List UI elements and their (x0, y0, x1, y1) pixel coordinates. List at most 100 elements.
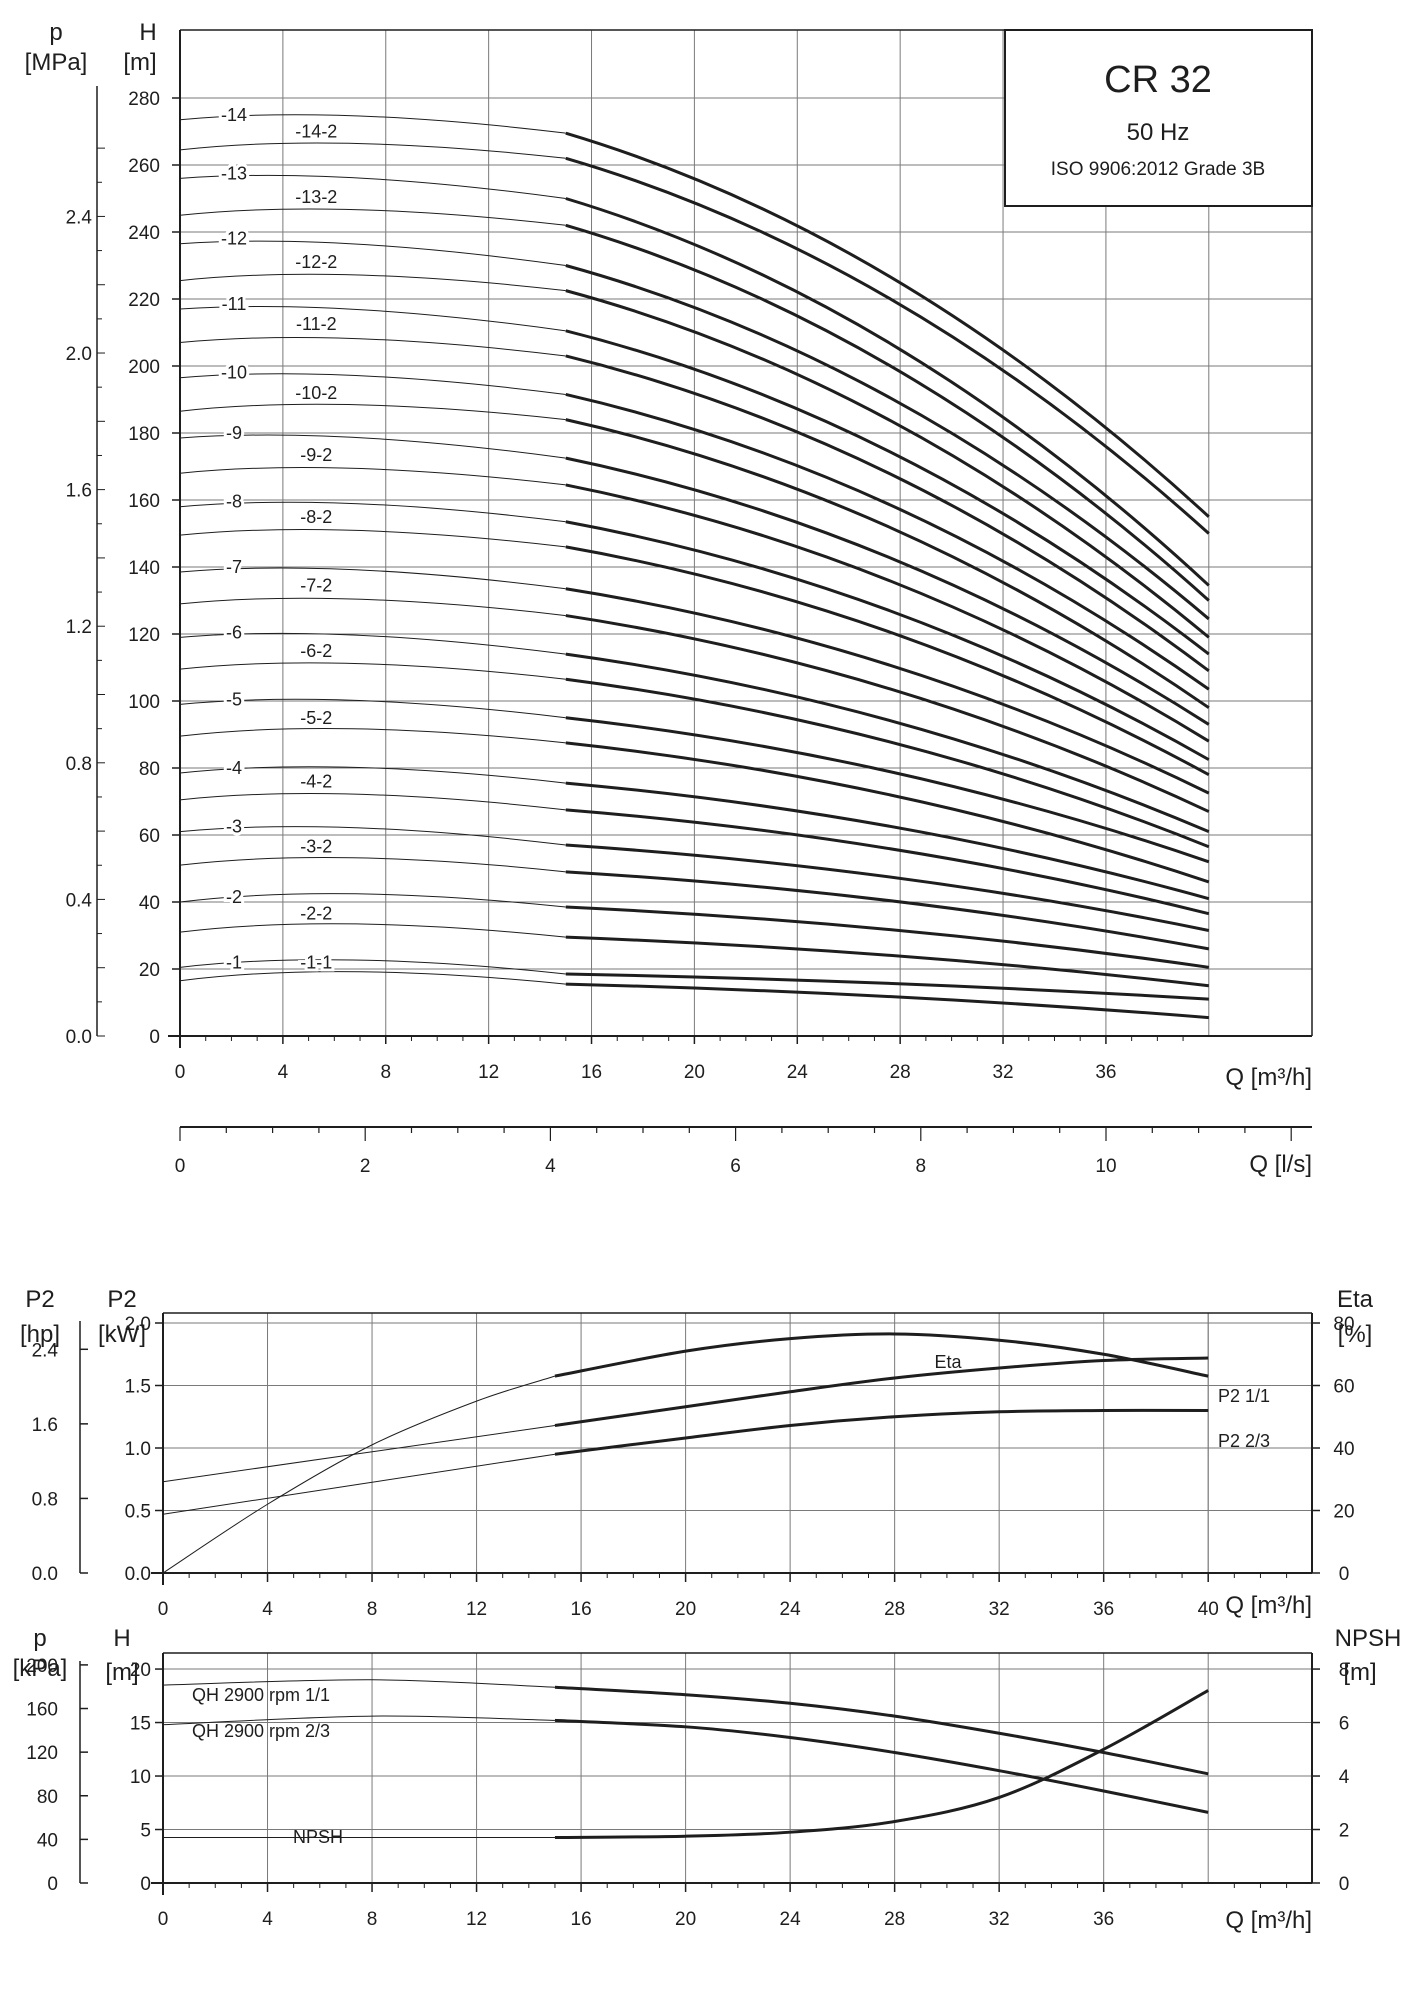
y-axis-unit: [m] (123, 49, 156, 76)
info-box-standard: ISO 9906:2012 Grade 3B (1051, 159, 1265, 180)
qh-curve-bold (565, 264, 1210, 621)
x-tick-label: 0 (175, 1062, 186, 1083)
curve-label: -13 (221, 163, 247, 183)
qh-curve-thin (179, 923, 566, 938)
qh-curve-thin (179, 971, 566, 985)
qh-curve-thin (179, 240, 566, 266)
x-tick-label: 8 (367, 1599, 378, 1620)
outer-axis-title: p (49, 19, 62, 46)
x-tick-label: 36 (1093, 1599, 1114, 1620)
y-tick-label: 260 (128, 156, 160, 177)
qh-curve-thin (179, 728, 566, 744)
qh-curve-bold (565, 223, 1210, 602)
right-axis-title: NPSH (1335, 1625, 1402, 1652)
ls-tick-label: 10 (1095, 1156, 1116, 1177)
right-tick-label: 0 (1339, 1874, 1350, 1895)
qh-curve-thin (179, 567, 566, 590)
x-tick-label: 24 (787, 1062, 809, 1083)
info-box-frame (1004, 29, 1313, 207)
outer-tick-label: 0.0 (32, 1564, 58, 1585)
qh-curve-bold (565, 716, 1210, 864)
outer-tick-label: 200 (26, 1656, 58, 1677)
x-tick-label: 36 (1093, 1909, 1114, 1930)
y-tick-label: 140 (128, 558, 160, 579)
y-tick-label: 20 (139, 960, 160, 981)
x-tick-label: 28 (884, 1599, 905, 1620)
curve-label: -1 (226, 952, 242, 972)
x-tick-label: 24 (780, 1599, 802, 1620)
y-tick-label: 20 (130, 1660, 151, 1681)
qh-curve-bold (565, 781, 1210, 901)
outer-tick-label: 80 (37, 1787, 58, 1808)
series-label: P2 2/3 (1218, 1431, 1270, 1451)
x-tick-label: 28 (890, 1062, 911, 1083)
qh-curve-bold (565, 289, 1210, 639)
right-tick-label: 2 (1339, 1821, 1350, 1842)
qh-curve-bold (565, 935, 1209, 988)
x-tick-label: 24 (780, 1909, 802, 1930)
qh-curve-bold (565, 393, 1210, 691)
x-tick-label: 4 (262, 1909, 273, 1930)
qh-curve-thin (179, 142, 566, 159)
qh-curve-bold (565, 677, 1210, 849)
x-tick-label: 16 (571, 1909, 592, 1930)
right-tick-label: 4 (1339, 1767, 1350, 1788)
series-curve-bold (554, 1408, 1209, 1456)
flow-ls-axis: 0 2 4 6 8 10 Q [l/s] (175, 1126, 1312, 1178)
curve-label: -2-2 (300, 904, 332, 924)
y-tick-label: 0.0 (125, 1564, 151, 1585)
series-label: Eta (934, 1352, 962, 1372)
qh-curve-bold (565, 483, 1210, 743)
qh-curve-bold (565, 982, 1209, 1020)
qh-curve-bold (565, 131, 1210, 518)
curve-label: -9 (226, 423, 242, 443)
y-tick-label: 200 (128, 357, 160, 378)
curve-label: -6 (226, 622, 242, 642)
power-efficiency-chart: 0 4 8 12 16 20 24 28 32 36 40 0.0 0.5 1.0 1.5 2.0 0 20 40 6… (20, 1286, 1374, 1620)
ls-tick-label: 4 (545, 1156, 556, 1177)
info-box-frequency: 50 Hz (1127, 119, 1190, 146)
curve-label: -3-2 (300, 837, 332, 857)
series-label: QH 2900 rpm 2/3 (192, 1721, 330, 1741)
curve-label: -10 (221, 363, 247, 383)
series-curve-bold (554, 1356, 1209, 1427)
curve-label: -11-2 (296, 314, 337, 334)
qh-curve-bold (565, 614, 1210, 813)
y-tick-label: 2.0 (125, 1314, 151, 1335)
series-curve-thin (162, 1375, 556, 1574)
right-tick-label: 40 (1333, 1439, 1354, 1460)
outer-axis-unit: [MPa] (25, 49, 88, 76)
outer-tick-label: 0 (47, 1874, 58, 1895)
y-tick-label: 15 (130, 1714, 151, 1735)
x-tick-label: 40 (1198, 1599, 1219, 1620)
curve-label: -14 (221, 105, 247, 125)
y-tick-label: 240 (128, 223, 160, 244)
x-tick-label: 4 (262, 1599, 273, 1620)
qh-curve-bold (565, 843, 1210, 932)
x-tick-label: 8 (380, 1062, 391, 1083)
qh-curve-thin (179, 793, 566, 811)
curve-label: -5-2 (300, 708, 332, 728)
ls-tick-label: 0 (175, 1156, 186, 1177)
y-tick-label: 1.0 (125, 1439, 151, 1460)
right-tick-label: 0 (1339, 1564, 1350, 1585)
ls-axis-title: Q [l/s] (1249, 1151, 1312, 1178)
y-tick-label: 220 (128, 290, 160, 311)
outer-tick-label: 1.6 (32, 1415, 58, 1436)
x-tick-label: 20 (684, 1062, 705, 1083)
x-tick-label: 4 (278, 1062, 289, 1083)
curve-label: -11 (222, 294, 247, 314)
curve-label: -12 (221, 229, 247, 249)
y-tick-label: 100 (128, 692, 160, 713)
ls-tick-label: 2 (360, 1156, 371, 1177)
qh-curve-bold (565, 905, 1210, 969)
right-axis-title: Eta (1337, 1286, 1374, 1313)
qh-curve-bold (565, 870, 1210, 951)
outer-tick-label: 2.4 (32, 1340, 59, 1361)
qh-curve-thin (179, 373, 566, 395)
outer-axis-unit: [hp] (20, 1321, 60, 1348)
x-tick-label: 32 (992, 1062, 1013, 1083)
outer-axis-title: P2 (25, 1286, 54, 1313)
outer-axis-unit: [kPa] (13, 1655, 68, 1682)
ls-tick-label: 8 (916, 1156, 927, 1177)
